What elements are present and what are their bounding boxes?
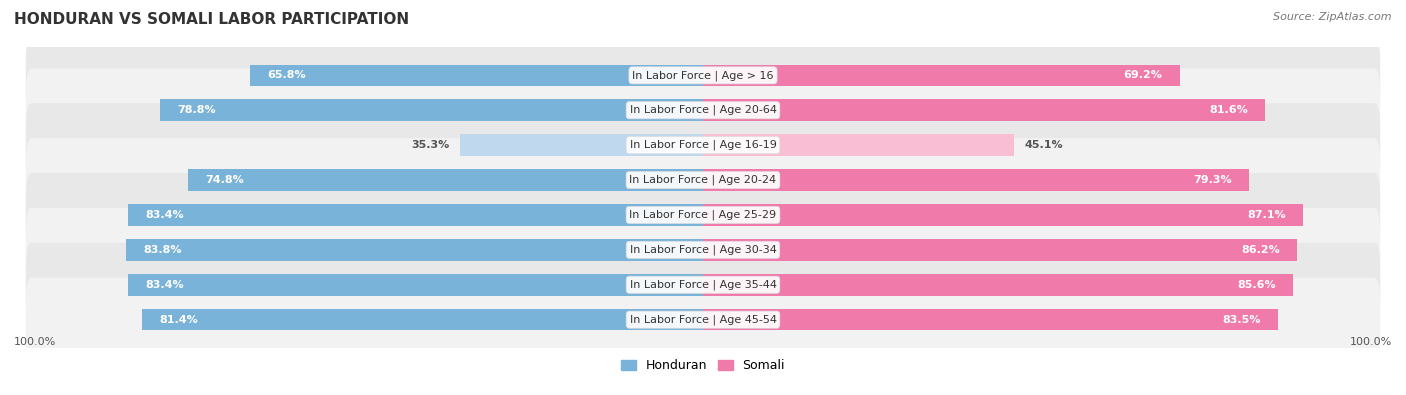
Bar <box>703 169 1250 191</box>
FancyBboxPatch shape <box>25 173 1381 257</box>
Text: 87.1%: 87.1% <box>1247 210 1286 220</box>
Bar <box>703 309 1278 331</box>
FancyBboxPatch shape <box>25 68 1381 152</box>
Text: 79.3%: 79.3% <box>1194 175 1232 185</box>
Text: Source: ZipAtlas.com: Source: ZipAtlas.com <box>1274 12 1392 22</box>
Bar <box>460 134 703 156</box>
Text: 81.6%: 81.6% <box>1209 105 1249 115</box>
Text: 45.1%: 45.1% <box>1024 140 1063 150</box>
Text: In Labor Force | Age > 16: In Labor Force | Age > 16 <box>633 70 773 81</box>
Bar <box>160 100 703 121</box>
Text: In Labor Force | Age 35-44: In Labor Force | Age 35-44 <box>630 280 776 290</box>
Text: 65.8%: 65.8% <box>267 70 305 80</box>
Text: 81.4%: 81.4% <box>159 315 198 325</box>
FancyBboxPatch shape <box>25 278 1381 361</box>
Text: 83.4%: 83.4% <box>146 280 184 290</box>
Bar <box>128 274 703 295</box>
Bar <box>250 64 703 86</box>
FancyBboxPatch shape <box>25 208 1381 292</box>
Text: 74.8%: 74.8% <box>205 175 243 185</box>
Bar <box>703 204 1303 226</box>
Bar <box>128 204 703 226</box>
Legend: Honduran, Somali: Honduran, Somali <box>616 354 790 377</box>
Text: 83.4%: 83.4% <box>146 210 184 220</box>
Bar <box>142 309 703 331</box>
Text: 83.8%: 83.8% <box>143 245 181 255</box>
FancyBboxPatch shape <box>25 138 1381 222</box>
Text: 85.6%: 85.6% <box>1237 280 1275 290</box>
Bar <box>703 274 1292 295</box>
Text: HONDURAN VS SOMALI LABOR PARTICIPATION: HONDURAN VS SOMALI LABOR PARTICIPATION <box>14 12 409 27</box>
Text: 83.5%: 83.5% <box>1223 315 1261 325</box>
Bar <box>125 239 703 261</box>
FancyBboxPatch shape <box>25 103 1381 187</box>
Bar <box>703 100 1265 121</box>
FancyBboxPatch shape <box>25 34 1381 117</box>
Text: In Labor Force | Age 30-34: In Labor Force | Age 30-34 <box>630 245 776 255</box>
Text: 35.3%: 35.3% <box>411 140 450 150</box>
Bar <box>703 64 1180 86</box>
Text: In Labor Force | Age 25-29: In Labor Force | Age 25-29 <box>630 210 776 220</box>
Text: In Labor Force | Age 20-64: In Labor Force | Age 20-64 <box>630 105 776 115</box>
Text: 100.0%: 100.0% <box>14 337 56 347</box>
Bar <box>703 134 1014 156</box>
Text: In Labor Force | Age 45-54: In Labor Force | Age 45-54 <box>630 314 776 325</box>
Bar <box>187 169 703 191</box>
Bar <box>703 239 1296 261</box>
Text: 78.8%: 78.8% <box>177 105 217 115</box>
Text: 100.0%: 100.0% <box>1350 337 1392 347</box>
FancyBboxPatch shape <box>25 243 1381 327</box>
Text: In Labor Force | Age 16-19: In Labor Force | Age 16-19 <box>630 140 776 150</box>
Text: 69.2%: 69.2% <box>1123 70 1163 80</box>
Text: 86.2%: 86.2% <box>1241 245 1279 255</box>
Text: In Labor Force | Age 20-24: In Labor Force | Age 20-24 <box>630 175 776 185</box>
